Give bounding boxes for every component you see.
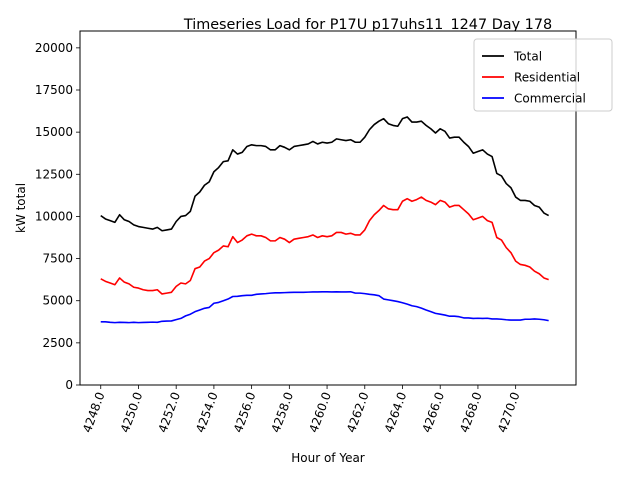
legend-label-total: Total: [513, 50, 542, 64]
series-line-residential: [100, 196, 549, 295]
series-layer: [100, 116, 550, 324]
legend: Total Residential Commercial: [473, 38, 613, 112]
legend-box: [473, 38, 613, 112]
y-tick-label: 0: [65, 378, 73, 392]
legend-label-commercial: Commercial: [514, 92, 586, 106]
plot-frame: [79, 30, 577, 386]
chart-title: Timeseries Load for P17U p17uhs11_1247 D…: [183, 17, 552, 33]
y-tick-label: 10000: [35, 209, 73, 223]
y-tick-label: 2500: [42, 336, 73, 350]
y-tick-label: 20000: [35, 41, 73, 55]
y-tick-label: 7500: [42, 252, 73, 266]
y-tick-label: 5000: [42, 294, 73, 308]
series-line-commercial: [100, 290, 549, 324]
y-tick-label: 12500: [35, 167, 73, 181]
x-axis-label: Hour of Year: [291, 451, 365, 465]
y-axis-label: kW total: [14, 183, 28, 233]
y-tick-label: 15000: [35, 125, 73, 139]
y-axis: 0 2500 5000 7500 10000 12500 15000 17500 20000: [35, 41, 80, 392]
legend-label-residential: Residential: [514, 71, 580, 85]
series-line-total: [100, 116, 550, 232]
y-tick-label: 17500: [35, 83, 73, 97]
